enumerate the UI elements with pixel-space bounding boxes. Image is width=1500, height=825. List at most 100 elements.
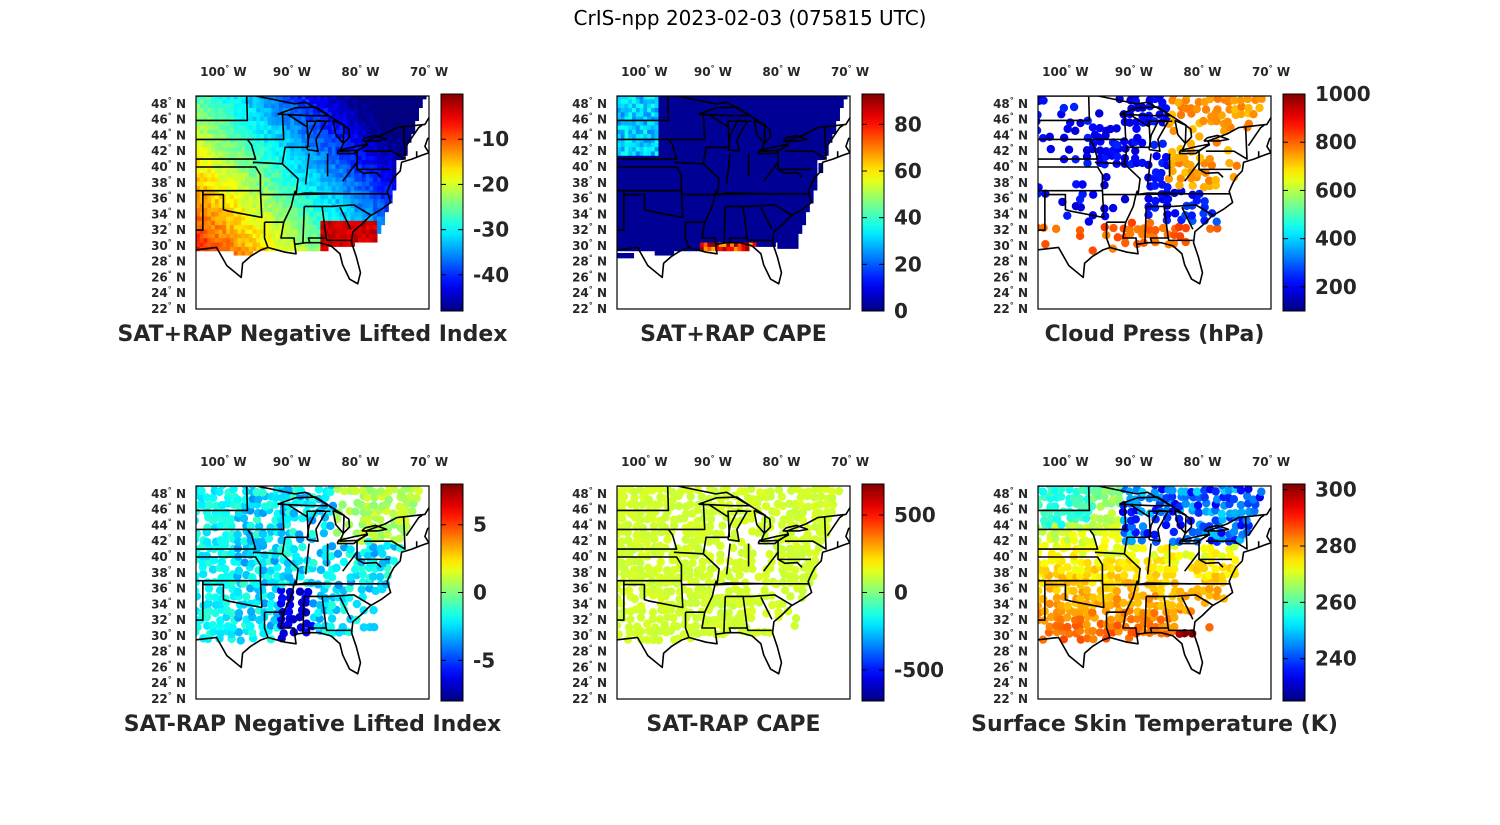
data-cell	[211, 96, 216, 100]
data-cell	[263, 233, 269, 239]
data-cell	[718, 116, 724, 122]
data-cell	[714, 103, 720, 109]
data-point	[1102, 172, 1111, 182]
data-cell	[628, 176, 633, 182]
data-cell	[316, 124, 321, 130]
data-cell	[388, 155, 393, 161]
data-cell	[801, 111, 807, 117]
data-cell	[256, 198, 261, 204]
data-cell	[632, 107, 637, 113]
colorbar-tick-label: 5	[473, 513, 487, 537]
colorbar-tick-label: 20	[894, 252, 922, 276]
data-cell	[282, 137, 288, 143]
data-cell	[256, 241, 261, 247]
data-cell	[365, 228, 370, 234]
data-cell	[718, 228, 724, 234]
data-cell	[350, 215, 355, 221]
data-cell	[358, 220, 363, 226]
data-cell	[824, 133, 829, 139]
data-cell	[335, 159, 340, 165]
data-cell	[237, 133, 242, 139]
data-cell	[696, 176, 701, 182]
data-cell	[617, 233, 622, 239]
data-cell	[358, 233, 363, 239]
longitude-tick-label: 90° W	[273, 454, 311, 469]
data-cell	[312, 215, 318, 221]
data-point	[314, 608, 323, 618]
data-cell	[244, 176, 250, 182]
data-cell	[703, 96, 709, 100]
data-point	[265, 606, 275, 616]
data-cell	[673, 116, 678, 122]
data-cell	[643, 211, 648, 217]
data-cell	[301, 168, 306, 174]
data-cell	[346, 215, 352, 221]
data-cell	[767, 163, 773, 169]
data-cell	[218, 176, 223, 182]
data-cell	[643, 142, 648, 148]
data-point	[1095, 146, 1105, 155]
data-cell	[794, 159, 799, 165]
data-cell	[722, 98, 727, 104]
data-cell	[662, 98, 667, 104]
data-cell	[805, 96, 810, 100]
data-cell	[214, 146, 220, 152]
data-cell	[775, 96, 780, 100]
data-cell	[767, 124, 773, 130]
data-point	[252, 515, 262, 524]
data-cell	[267, 120, 272, 126]
data-cell	[373, 150, 378, 156]
data-cell	[320, 224, 325, 230]
data-cell	[248, 137, 254, 143]
data-cell	[782, 207, 788, 213]
data-cell	[241, 159, 246, 165]
data-cell	[331, 146, 337, 152]
data-cell	[399, 103, 404, 109]
data-cell	[297, 185, 303, 191]
data-cell	[718, 224, 724, 230]
state-border	[1094, 161, 1125, 165]
data-cell	[748, 202, 754, 208]
data-cell	[684, 224, 690, 230]
data-cell	[271, 142, 276, 148]
data-cell	[339, 129, 344, 135]
data-point	[273, 563, 282, 572]
data-cell	[790, 198, 795, 204]
data-cell	[196, 189, 201, 195]
data-cell	[737, 142, 742, 148]
data-cell	[726, 155, 731, 161]
data-cell	[301, 189, 306, 195]
data-cell	[635, 168, 641, 174]
data-cell	[797, 181, 803, 187]
data-cell	[350, 103, 355, 109]
data-point	[314, 486, 324, 494]
data-cell	[237, 137, 242, 143]
data-cell	[369, 198, 374, 204]
data-cell	[737, 207, 742, 213]
data-cell	[775, 146, 780, 152]
data-cell	[809, 107, 814, 113]
data-cell	[745, 142, 750, 148]
data-cell	[711, 181, 716, 187]
data-cell	[361, 198, 367, 204]
data-cell	[662, 129, 667, 135]
data-cell	[760, 224, 765, 230]
data-cell	[369, 202, 374, 208]
data-cell	[624, 233, 629, 239]
data-cell	[741, 185, 746, 191]
data-point	[1169, 96, 1178, 99]
data-cell	[733, 168, 739, 174]
data-cell	[677, 133, 682, 139]
data-point	[1188, 125, 1197, 134]
state-border	[1089, 111, 1127, 141]
data-cell	[203, 215, 208, 221]
data-point	[1206, 224, 1215, 233]
data-cell	[282, 189, 288, 195]
data-cell	[767, 120, 773, 126]
data-cell	[617, 194, 622, 200]
data-cell	[628, 207, 633, 213]
data-cell	[365, 237, 370, 243]
latitude-tick-label: 22° N	[572, 301, 607, 316]
data-cell	[733, 172, 739, 178]
data-cell	[767, 142, 773, 148]
